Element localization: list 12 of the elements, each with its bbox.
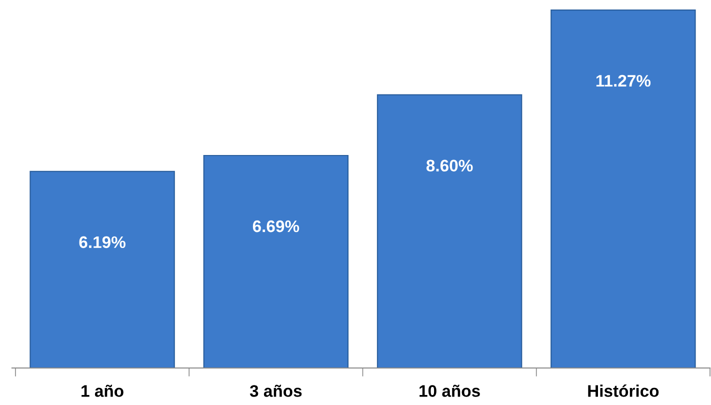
bar [203,154,349,368]
x-tick-label: 1 año [82,384,124,397]
data-label: 11.27% [596,74,651,87]
bar [376,94,522,368]
x-tick-label: 3 años [250,384,302,397]
bar [30,170,175,368]
data-label: 6.19% [79,236,126,248]
bar [550,9,696,368]
x-tick-label: Histórico [588,384,659,397]
data-label: 6.69% [252,220,300,232]
data-label: 8.60% [426,160,473,172]
x-tick-label: 10 años [420,384,480,397]
